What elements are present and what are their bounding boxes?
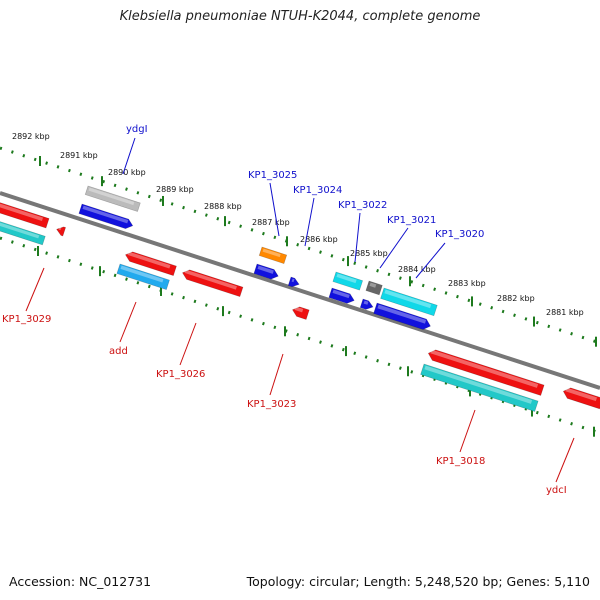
KP1_3029b-feature[interactable] (0, 218, 46, 246)
KP1_3022b-feature[interactable] (359, 298, 374, 311)
reverse-gene-label[interactable]: KP1_3023 (247, 399, 296, 410)
reverse-leader-line (179, 322, 197, 366)
reverse-leader-line (119, 301, 137, 343)
accession-text: Accession: NC_012731 (9, 574, 152, 589)
KP1_3029c-feature[interactable] (55, 225, 66, 237)
reverse-gene-label[interactable]: KP1_3026 (156, 369, 205, 380)
ydgI-feature[interactable] (78, 203, 134, 231)
kbp-tick-label: 2888 kbp (204, 202, 242, 211)
KP1_3025b-feature[interactable] (253, 263, 280, 281)
forward-gene-label[interactable]: KP1_3025 (248, 170, 297, 181)
forward-gene-label[interactable]: KP1_3022 (338, 200, 387, 211)
forward-leader-line (304, 197, 315, 247)
KP1_3022-feature[interactable] (332, 271, 364, 291)
KP1_3020b-feature[interactable] (373, 302, 433, 331)
reverse-leader-line (555, 437, 575, 483)
forward-gene-label[interactable]: ydgI (126, 124, 148, 135)
forward-leader-line (415, 242, 446, 279)
KP1_3023-feature[interactable] (291, 305, 310, 320)
kbp-tick-label: 2889 kbp (156, 185, 194, 194)
kbp-tick-label: 2885 kbp (350, 249, 388, 258)
forward-leader-line (122, 137, 136, 175)
KP1_3020-feature[interactable] (380, 287, 438, 317)
add-b-feature[interactable] (116, 263, 170, 290)
reverse-gene-label[interactable]: KP1_3029 (2, 314, 51, 325)
reverse-leader-line (269, 353, 284, 396)
forward-gene-label[interactable]: KP1_3020 (435, 229, 484, 240)
add-feature[interactable] (124, 250, 177, 276)
reverse-leader-line (25, 267, 45, 312)
kbp-tick-label: 2887 kbp (252, 218, 290, 227)
KP1_3024-feature[interactable] (287, 276, 300, 289)
reverse-gene-label[interactable]: KP1_3018 (436, 456, 485, 467)
KP1_3029-feature[interactable] (0, 200, 50, 229)
genome-summary-text: Topology: circular; Length: 5,248,520 bp… (246, 574, 590, 589)
forward-leader-line (379, 227, 409, 269)
forward-gene-label[interactable]: KP1_3021 (387, 215, 436, 226)
forward-gene-label[interactable]: KP1_3024 (293, 185, 342, 196)
KP1_3021-feature[interactable] (365, 280, 383, 296)
genome-backbone (0, 191, 600, 390)
KP1_3024b-feature[interactable] (328, 287, 356, 305)
kbp-tick-label: 2891 kbp (60, 151, 98, 160)
map-title: Klebsiella pneumoniae NTUH-K2044, comple… (119, 9, 481, 24)
reverse-leader-line (459, 409, 476, 453)
forward-leader-line (269, 182, 280, 237)
kbp-tick-label: 2884 kbp (398, 265, 436, 274)
kbp-tick-label: 2882 kbp (497, 294, 535, 303)
reverse-gene-label[interactable]: ydcI (546, 485, 567, 496)
kbp-tick-label: 2892 kbp (12, 132, 50, 141)
ydgI-grey-feature[interactable] (84, 185, 141, 212)
kbp-tick-label: 2881 kbp (546, 308, 584, 317)
forward-leader-line (354, 212, 361, 263)
kbp-tick-label: 2886 kbp (300, 235, 338, 244)
KP1_3018-feature[interactable] (427, 348, 545, 396)
ydcI-feature[interactable] (562, 386, 600, 410)
reverse-gene-label[interactable]: add (109, 346, 128, 357)
kbp-tick-label: 2883 kbp (448, 279, 486, 288)
kbp-tick-label: 2890 kbp (108, 168, 146, 177)
KP1_3026-feature[interactable] (181, 268, 244, 298)
KP1_3025-feature[interactable] (258, 246, 288, 264)
KP1_3018b-feature[interactable] (420, 363, 539, 412)
